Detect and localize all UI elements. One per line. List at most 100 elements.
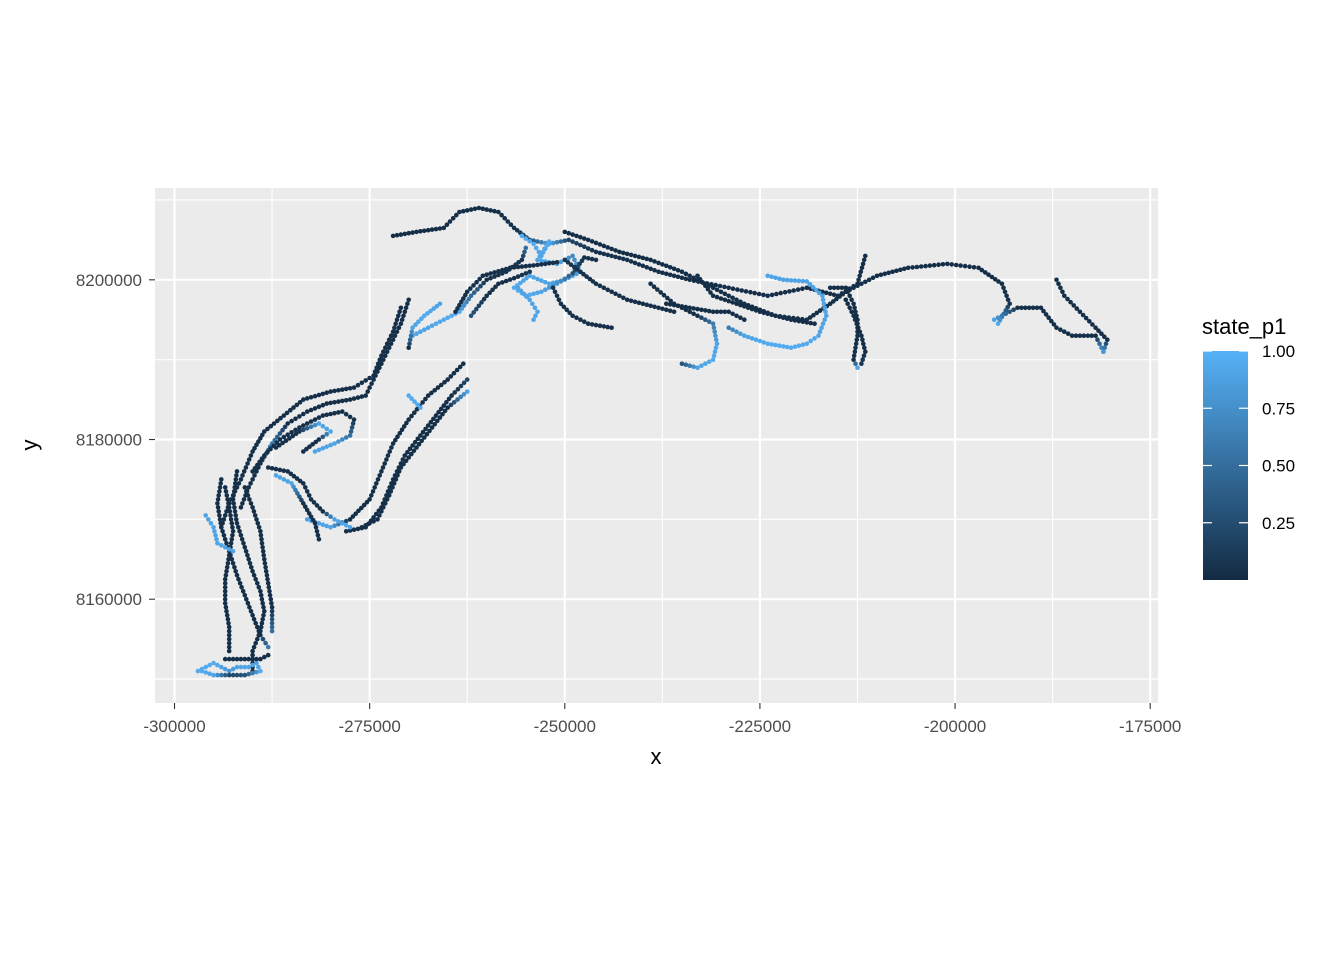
- track-point: [423, 426, 428, 432]
- track-point: [332, 523, 337, 528]
- track-point: [859, 361, 864, 367]
- track-point: [398, 465, 404, 470]
- track-point: [544, 242, 550, 248]
- track-point: [854, 321, 859, 327]
- track-point: [722, 291, 728, 297]
- track-point: [263, 640, 268, 646]
- track-point: [258, 533, 264, 538]
- track-point: [503, 278, 509, 284]
- track-point: [219, 525, 224, 530]
- track-point: [248, 453, 254, 458]
- track-point: [1003, 311, 1009, 317]
- track-point: [250, 449, 255, 454]
- track-point: [262, 557, 267, 562]
- track-point: [773, 342, 778, 348]
- track-point: [249, 565, 254, 570]
- track-point: [695, 313, 700, 319]
- track-point: [261, 553, 267, 558]
- track-point: [605, 324, 610, 330]
- track-point: [388, 341, 394, 347]
- track-point: [807, 315, 813, 320]
- track-point: [769, 342, 774, 347]
- track-point: [245, 600, 251, 606]
- track-point: [230, 656, 236, 662]
- track-point: [989, 274, 995, 280]
- track-point: [418, 229, 423, 234]
- track-point: [705, 286, 711, 292]
- track-point: [519, 272, 525, 278]
- track-point: [214, 537, 219, 542]
- track-point: [406, 455, 412, 460]
- track-point: [699, 315, 704, 321]
- track-point: [757, 309, 763, 315]
- track-point: [1007, 301, 1012, 307]
- track-point: [667, 308, 673, 314]
- track-point: [601, 251, 607, 257]
- track-point: [472, 206, 478, 212]
- track-point: [543, 279, 548, 285]
- track-point: [314, 503, 320, 508]
- track-point: [222, 596, 228, 602]
- track-point: [488, 208, 493, 213]
- track-point: [433, 321, 439, 327]
- track-point: [301, 481, 306, 486]
- track-point: [379, 353, 384, 359]
- track-point: [379, 509, 384, 514]
- track-point: [796, 278, 802, 284]
- track-point: [857, 273, 862, 279]
- track-point: [260, 616, 266, 622]
- track-point: [226, 672, 232, 678]
- track-point: [351, 417, 357, 422]
- track-point: [774, 291, 779, 297]
- track-point: [671, 302, 677, 308]
- track-point: [523, 245, 529, 251]
- track-point: [257, 459, 262, 465]
- track-point: [800, 342, 806, 348]
- track-point: [726, 285, 731, 291]
- track-point: [316, 447, 322, 453]
- track-point: [852, 317, 858, 323]
- track-point: [381, 349, 386, 355]
- track-point: [224, 569, 229, 574]
- track-point: [477, 276, 483, 282]
- track-point: [566, 230, 571, 236]
- track-point: [308, 514, 314, 519]
- track-point: [398, 305, 404, 311]
- track-point: [1105, 337, 1110, 343]
- track-point: [738, 299, 743, 305]
- track-point: [578, 317, 583, 323]
- track-point: [405, 449, 410, 455]
- track-point: [238, 656, 244, 662]
- track-point: [936, 262, 941, 268]
- track-point: [515, 264, 521, 270]
- track-point: [945, 261, 950, 267]
- track-point: [554, 240, 560, 245]
- track-point: [288, 471, 294, 477]
- track-point: [461, 392, 467, 397]
- track-point: [429, 227, 435, 232]
- track-point: [383, 501, 388, 506]
- track-point: [1097, 341, 1102, 347]
- track-point: [478, 283, 483, 289]
- track-point: [390, 337, 396, 343]
- track-point: [347, 528, 353, 533]
- track-point: [527, 297, 532, 303]
- track-point: [438, 382, 444, 388]
- track-point: [355, 395, 361, 400]
- track-point: [514, 228, 520, 233]
- track-point: [804, 320, 810, 325]
- track-point: [777, 276, 782, 282]
- track-point: [254, 624, 260, 630]
- track-point: [502, 216, 508, 221]
- track-point: [261, 612, 266, 618]
- track-point: [399, 317, 405, 323]
- track-point: [359, 394, 365, 399]
- track-point: [254, 580, 260, 586]
- track-point: [781, 315, 786, 321]
- y-axis-title: y: [17, 440, 42, 451]
- track-point: [229, 521, 235, 526]
- track-point: [433, 226, 439, 232]
- track-point: [448, 374, 454, 379]
- track-point: [297, 494, 302, 500]
- track-point: [231, 493, 236, 498]
